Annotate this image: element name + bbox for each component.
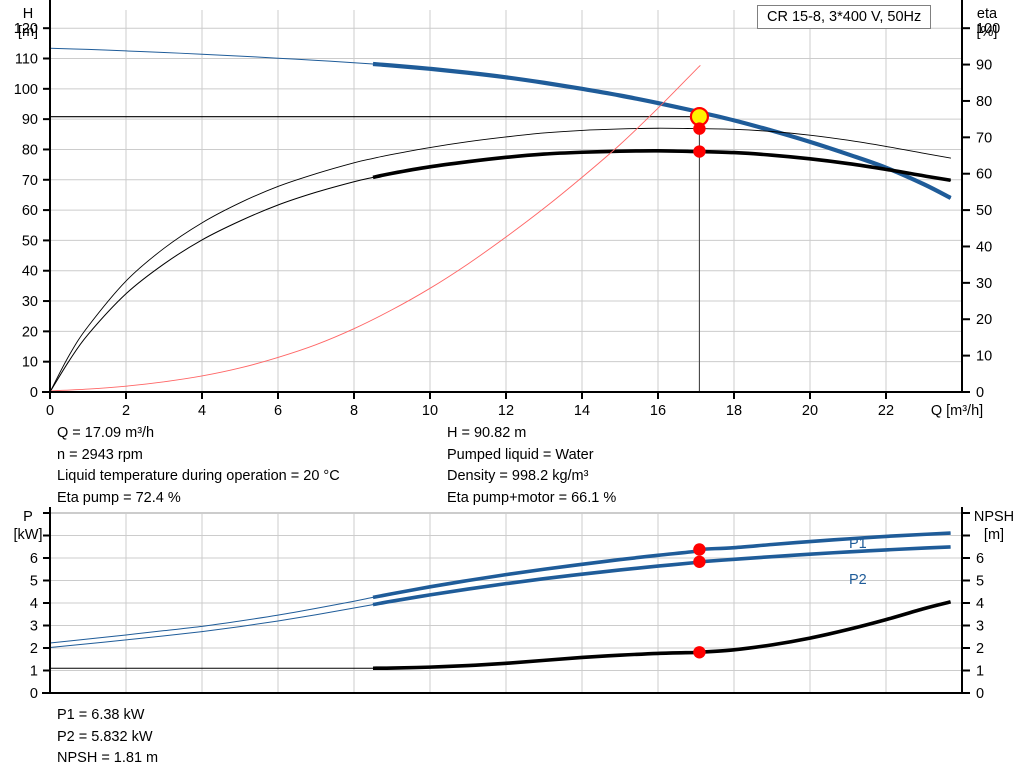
tick-label-left: 0: [30, 686, 38, 702]
tick-label-right: 50: [976, 203, 992, 219]
tick-label-bottom: 22: [878, 403, 894, 419]
tick-label-right: 5: [976, 574, 984, 590]
curve-thick-2: [372, 148, 951, 183]
tick-label-left: 120: [14, 21, 38, 37]
tick-label-left: 110: [15, 52, 38, 68]
tick-label-left: 6: [30, 551, 38, 567]
tick-label-right: 30: [976, 276, 992, 292]
info-block-bottom: P1 = 6.38 kW P2 = 5.832 kW NPSH = 1.81 m: [57, 705, 158, 770]
tick-label-right: 80: [976, 94, 992, 110]
info-npsh: NPSH = 1.81 m: [57, 750, 159, 766]
tick-label-left: 60: [22, 203, 38, 219]
curve-thick-2: [372, 600, 952, 671]
tick-label-right: 10: [976, 349, 992, 365]
tick-label-bottom: 20: [802, 403, 818, 419]
tick-label-right: 60: [976, 167, 992, 183]
tick-label-left: 20: [22, 324, 38, 340]
tick-label-left: 10: [22, 355, 38, 371]
tick-label-left: 70: [22, 173, 38, 189]
curve-thick-0: [372, 61, 952, 200]
duty-point-npsh[interactable]: [693, 646, 706, 659]
info-p1: P1 = 6.38 kW: [57, 707, 145, 723]
curve-0: [49, 47, 952, 199]
duty-point-eta-pump[interactable]: [693, 122, 706, 135]
tick-label-bottom: 6: [274, 403, 282, 419]
tick-label-bottom: 0: [46, 403, 54, 419]
tick-label-left: 80: [22, 142, 38, 158]
curve-2: [50, 601, 951, 669]
curve-thick-0: [372, 531, 951, 600]
curve-1: [49, 546, 951, 649]
axis-title-y-line2: [m]: [18, 24, 38, 40]
head-efficiency-plot: 0102030405060708090100110120010203040506…: [14, 0, 1000, 419]
axis-title-y2-line1: eta: [977, 6, 998, 22]
tick-label-right: 1: [976, 664, 984, 680]
info-liquid-temperature: Liquid temperature during operation = 20…: [57, 468, 340, 484]
tick-label-left: 2: [30, 641, 38, 657]
power-npsh-plot: 0 1 2 3 4 5 6 0 1 2 3 4 5 6 P [kW] NPSH [m]: [14, 507, 1014, 702]
axis-title-y-line1: H: [23, 6, 33, 22]
info-q: Q = 17.09 m³/h: [57, 425, 155, 441]
axis-title-y-line1: P: [23, 509, 33, 525]
info-block-left: Q = 17.09 m³/h n = 2943 rpm Liquid tempe…: [57, 423, 340, 509]
curve-3: [49, 65, 701, 392]
tick-label-right: 3: [976, 619, 984, 635]
tick-label-bottom: 2: [122, 403, 130, 419]
tick-label-right: 2: [976, 641, 984, 657]
tick-label-left: 90: [22, 112, 38, 128]
duty-point-p2[interactable]: [693, 555, 706, 568]
tick-label-right: 0: [976, 686, 984, 702]
tick-label-right: 90: [976, 58, 992, 74]
tick-label-right: 4: [976, 596, 984, 612]
tick-label-right: 40: [976, 239, 992, 255]
power-npsh-chart: 0 1 2 3 4 5 6 0 1 2 3 4 5 6 P [kW] NPSH [m]: [0, 505, 1024, 705]
tick-label-bottom: 12: [498, 403, 514, 419]
info-n: n = 2943 rpm: [57, 446, 143, 463]
tick-label-right: 70: [976, 130, 992, 146]
head-efficiency-chart: 0 10 20 30 40 50 60 70 80 90 100 110 120 0 10 20 30 40 50 6…: [14, 0, 1000, 419]
series-label-p2: P2: [849, 572, 867, 588]
info-h: H = 90.82 m: [447, 425, 527, 441]
tick-label-right: 20: [976, 312, 992, 328]
axis-title-y2-line2: [%]: [977, 24, 998, 40]
tick-label-bottom: 10: [422, 403, 438, 419]
tick-label-right: 0: [976, 385, 984, 401]
info-eta-pump-motor: Eta pump+motor = 66.1 %: [447, 489, 617, 506]
axis-title-y-line2: [kW]: [14, 527, 43, 543]
tick-label-left: 4: [30, 596, 38, 612]
info-p2: P2 = 5.832 kW: [57, 728, 153, 745]
axis-title-y2-line1: NPSH: [974, 509, 1014, 525]
curve-2: [49, 150, 952, 393]
info-block-right: H = 90.82 m Pumped liquid = Water Densit…: [447, 423, 616, 509]
axis-title-x: Q [m³/h]: [931, 403, 983, 419]
info-pumped-liquid: Pumped liquid = Water: [447, 446, 594, 463]
tick-label-bottom: 4: [198, 403, 206, 419]
duty-point-eta-pump-motor[interactable]: [693, 145, 706, 158]
tick-label-right: 6: [976, 551, 984, 567]
tick-label-bottom: 14: [574, 403, 590, 419]
info-density: Density = 998.2 kg/m³: [447, 468, 589, 484]
tick-label-left: 0: [30, 385, 38, 401]
tick-label-bottom: 18: [726, 403, 742, 419]
tick-label-right: 100: [976, 21, 1000, 37]
tick-label-left: 100: [14, 82, 38, 98]
duty-point-p1[interactable]: [693, 543, 706, 556]
tick-label-bottom: 8: [350, 403, 358, 419]
series-label-p1: P1: [849, 536, 867, 552]
tick-label-left: 50: [22, 233, 38, 249]
tick-label-left: 3: [30, 619, 38, 635]
info-eta-pump: Eta pump = 72.4 %: [57, 489, 181, 506]
curve-thick-1: [372, 545, 951, 607]
axis-title-y2-line2: [m]: [984, 527, 1004, 543]
tick-label-left: 1: [30, 664, 38, 680]
tick-label-left: 40: [22, 264, 38, 280]
curve-1: [49, 127, 952, 393]
pump-title-box: CR 15-8, 3*400 V, 50Hz: [757, 5, 932, 29]
curve-0: [49, 532, 951, 644]
tick-label-left: 30: [22, 294, 38, 310]
tick-label-bottom: 16: [650, 403, 666, 419]
tick-label-left: 5: [30, 574, 38, 590]
